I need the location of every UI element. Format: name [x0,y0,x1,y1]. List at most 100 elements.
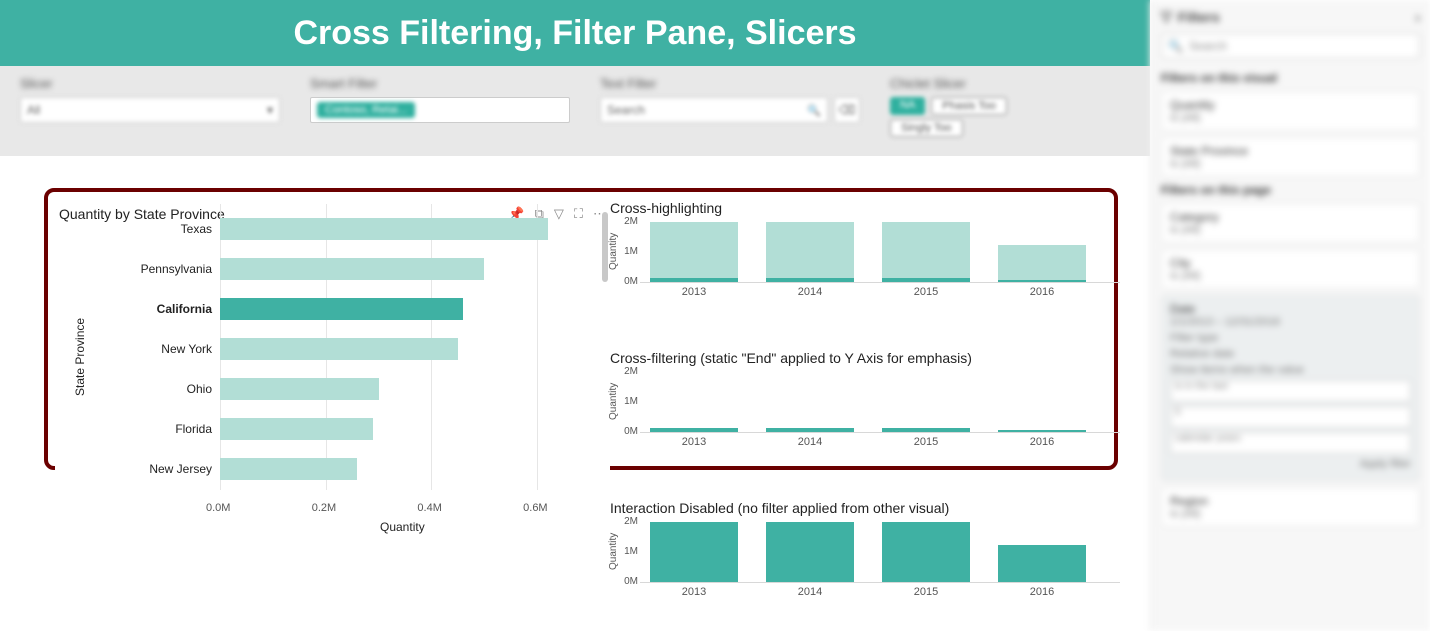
filter-type-value: Relative date [1170,348,1411,360]
column-chart[interactable]: Cross-highlighting0M1M2MQuantity20132014… [610,200,1120,310]
text-filter-input[interactable]: Search🔍 [600,97,828,123]
filter-search-input[interactable]: 🔍Search [1161,33,1420,59]
col-xtick: 2013 [650,586,738,598]
hbar-xtick: 0.2M [312,502,336,514]
axis-line [640,432,1120,433]
col-ytick: 0M [612,576,638,587]
filter-field-name: State Province [1170,144,1411,158]
col-bar-bg [998,245,1086,283]
col-ylabel: Quantity [608,383,619,420]
chevron-down-icon: ▾ [267,103,273,117]
col-ytick: 2M [612,366,638,377]
hbar-row[interactable]: Florida [55,416,610,442]
col-bar-fg [766,278,854,282]
collapse-icon[interactable]: › [1415,9,1420,25]
filter-pane-title: Filters [1178,9,1220,25]
filter-card[interactable]: Date1/1/2013 – 12/31/2016Filter typeRela… [1161,295,1420,481]
col-bar[interactable] [766,222,854,282]
hbar-bar[interactable] [220,378,379,400]
filter-field-summary: is (All) [1170,112,1411,124]
filter-field-summary: is (All) [1170,270,1411,282]
smart-filter-input[interactable]: Contoso, Retai... [310,97,570,123]
hbar-bar[interactable] [220,458,357,480]
eraser-icon[interactable]: ⌫ [834,97,860,123]
filter-pane[interactable]: ▽Filters›🔍SearchFilters on this visualQu… [1150,0,1430,631]
hbar-bar[interactable] [220,218,548,240]
chiclet-option[interactable]: NA [890,97,925,115]
filter-type-label: Filter type [1170,332,1411,344]
col-bar[interactable] [998,522,1086,582]
col-bar-fg [998,280,1086,282]
slicer-smart[interactable]: Smart Filter Contoso, Retai... [310,76,570,123]
filter-condition-input[interactable]: is in the last [1170,380,1411,402]
col-xtick: 2015 [882,436,970,448]
chiclet-option[interactable]: Singly Too [890,119,963,137]
filter-field-name: Category [1170,210,1411,224]
slicer-label: Chiclet Slicer [890,76,1090,91]
column-chart[interactable]: Cross-filtering (static "End" applied to… [610,350,1120,460]
col-bar-fg [650,428,738,432]
col-xtick: 2013 [650,286,738,298]
col-bar[interactable] [650,372,738,432]
filter-field-name: Quantity [1170,98,1411,112]
hbar-plot: Texas Pennsylvania California New York Ohio F… [55,204,610,572]
filter-card[interactable]: Categoryis (All) [1161,203,1420,243]
col-bar[interactable] [650,522,738,582]
hbar-row[interactable]: Texas [55,216,610,242]
hbar-xtick: 0.4M [417,502,441,514]
hbar-row[interactable]: Pennsylvania [55,256,610,282]
col-bar-fg [650,522,738,582]
hbar-bar[interactable] [220,298,463,320]
slicer-label: Text Filter [600,76,860,91]
slicer-chiclet[interactable]: Chiclet Slicer NA Phasis Too Singly Too [890,76,1090,137]
col-bar-fg [882,278,970,282]
filter-card[interactable]: Regionis (All) [1161,487,1420,527]
axis-line [640,282,1120,283]
visual-quantity-by-state[interactable]: Quantity by State Province 📌⧉▽⛶⋯ TexasPe… [55,200,610,600]
col-xtick: 2014 [766,286,854,298]
col-ylabel: Quantity [608,533,619,570]
filter-field-summary: is (All) [1170,508,1411,520]
filter-card[interactable]: State Provinceis (All) [1161,137,1420,177]
apply-filter-link[interactable]: Apply filter [1170,458,1411,470]
smart-filter-tag[interactable]: Contoso, Retai... [317,102,415,118]
column-chart[interactable]: Interaction Disabled (no filter applied … [610,500,1120,610]
col-bar[interactable] [882,522,970,582]
col-ytick: 2M [612,516,638,527]
col-bar[interactable] [998,222,1086,282]
filter-show-label: Show items when the value [1170,364,1411,376]
col-xtick: 2015 [882,286,970,298]
search-icon[interactable]: 🔍 [807,104,821,117]
hbar-bar[interactable] [220,418,373,440]
filter-card[interactable]: Quantityis (All) [1161,91,1420,131]
filter-condition-input[interactable]: calendar years [1170,432,1411,454]
col-bar-fg [882,522,970,582]
slicer-dropdown[interactable]: All▾ [20,97,280,123]
col-bar[interactable] [882,372,970,432]
col-xtick: 2016 [998,286,1086,298]
hbar-row[interactable]: New York [55,336,610,362]
col-bar[interactable] [882,222,970,282]
report-body: Quantity by State Province 📌⧉▽⛶⋯ TexasPe… [0,156,1150,631]
visual-title: Cross-highlighting [610,200,1120,216]
hbar-category-label: New Jersey [55,462,220,476]
col-bar[interactable] [766,522,854,582]
filter-card[interactable]: Cityis (All) [1161,249,1420,289]
slicer-dropdown[interactable]: SlicerAll▾ [20,76,280,123]
col-bar-fg [650,278,738,282]
slicer-label: Smart Filter [310,76,570,91]
col-bar[interactable] [998,372,1086,432]
filter-condition-input[interactable]: 5 [1170,406,1411,428]
hbar-row[interactable]: New Jersey [55,456,610,482]
col-bar[interactable] [766,372,854,432]
hbar-bar[interactable] [220,338,458,360]
col-bar[interactable] [650,222,738,282]
slicer-text[interactable]: Text Filter Search🔍⌫ [600,76,860,123]
hbar-category-label: Pennsylvania [55,262,220,276]
chiclet-option[interactable]: Phasis Too [931,97,1007,115]
col-ytick: 2M [612,216,638,227]
hbar-row[interactable]: California [55,296,610,322]
hbar-category-label: California [55,302,220,316]
hbar-row[interactable]: Ohio [55,376,610,402]
hbar-bar[interactable] [220,258,484,280]
